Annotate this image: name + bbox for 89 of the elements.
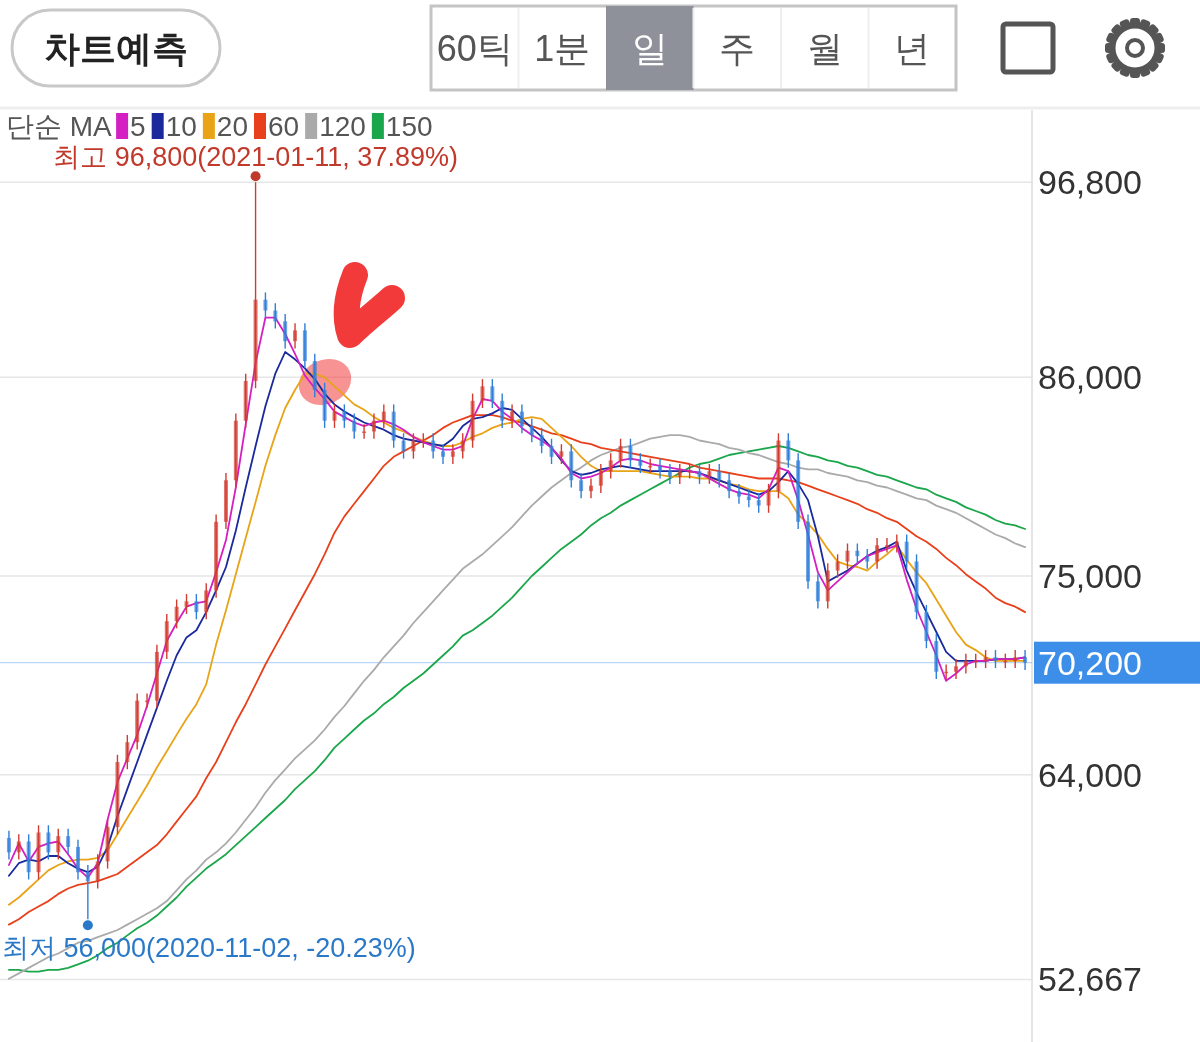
candlestick [529,418,534,444]
candlestick [677,463,682,485]
candlestick [835,553,840,579]
candlestick [431,432,436,460]
candlestick [450,443,455,465]
candlestick [204,582,209,621]
candlestick [6,829,11,861]
candlestick [628,438,633,469]
candlestick [490,378,495,409]
candlestick [845,542,850,570]
legend-label: 120 [319,110,366,142]
candlestick [283,313,288,350]
legend-label: 10 [165,110,197,142]
candlestick [56,828,61,861]
candlestick [332,403,337,429]
candlestick [667,463,672,485]
candlestick [411,432,416,460]
candlestick [46,824,51,861]
candlestick [371,412,376,440]
candlestick [727,472,732,500]
candlestick [549,438,554,465]
candlestick [539,427,544,454]
y-tick-label: 96,800 [1038,163,1142,202]
y-tick-label: 75,000 [1038,557,1142,595]
candlestick [815,573,820,610]
candlestick [174,598,179,630]
candlestick [579,472,584,500]
y-tick-label: 64,000 [1038,755,1142,794]
candlestick [500,392,505,429]
annotation: 최고 96,800(2021-01-11, 37.89%) [53,142,458,173]
candlestick [519,403,524,435]
candlestick [904,533,909,570]
candlestick [342,403,347,429]
candlestick [125,734,130,770]
candlestick [460,432,465,460]
candlestick [963,652,968,675]
candlestick [618,438,623,469]
candlestick [480,378,485,409]
candlestick [194,593,199,621]
candlestick [66,828,71,855]
candlestick [855,542,860,565]
text: 월 [806,27,843,69]
candlestick [510,403,515,429]
text: 일 [631,27,668,69]
candlestick [559,443,564,465]
text: 년 [894,27,931,69]
candlestick [352,412,357,440]
candlestick [598,463,603,494]
text: 1분 [534,27,591,69]
candlestick [697,463,702,485]
candlestick [954,658,959,680]
candlestick [736,483,741,505]
legend-title: 단순 MA [6,110,113,142]
candlestick [1023,649,1028,671]
candlestick [993,649,998,669]
candlestick [884,537,889,554]
legend-label: 5 [130,110,146,142]
text: 차트예측 [44,27,188,69]
candlestick [85,864,90,920]
candlestick [865,548,870,570]
candlestick [717,463,722,489]
candlestick [707,463,712,485]
ref-line-label: 70,200 [1038,643,1142,682]
text: 60틱 [436,27,513,69]
candlestick [441,443,446,465]
candlestick [263,291,268,319]
candlestick [756,492,761,514]
candlestick [588,477,593,500]
candlestick [608,452,613,480]
candlestick [983,649,988,669]
candlestick [638,452,643,474]
legend-label: 150 [385,110,433,142]
candlestick [273,302,278,330]
candlestick [16,833,21,861]
legend-label: 60 [267,110,300,142]
text: 주 [719,27,756,69]
candlestick [184,593,189,615]
candlestick [658,457,663,480]
candlestick [293,322,298,350]
candlestick [766,483,771,514]
candlestick [875,537,880,570]
y-tick-label: 52,667 [1038,960,1142,999]
candlestick [1013,649,1018,669]
candlestick [786,432,791,469]
legend-label: 20 [216,110,248,142]
y-tick-label: 86,000 [1038,358,1142,397]
candlestick [381,403,386,429]
candlestick [95,853,100,890]
candlestick [401,432,406,460]
